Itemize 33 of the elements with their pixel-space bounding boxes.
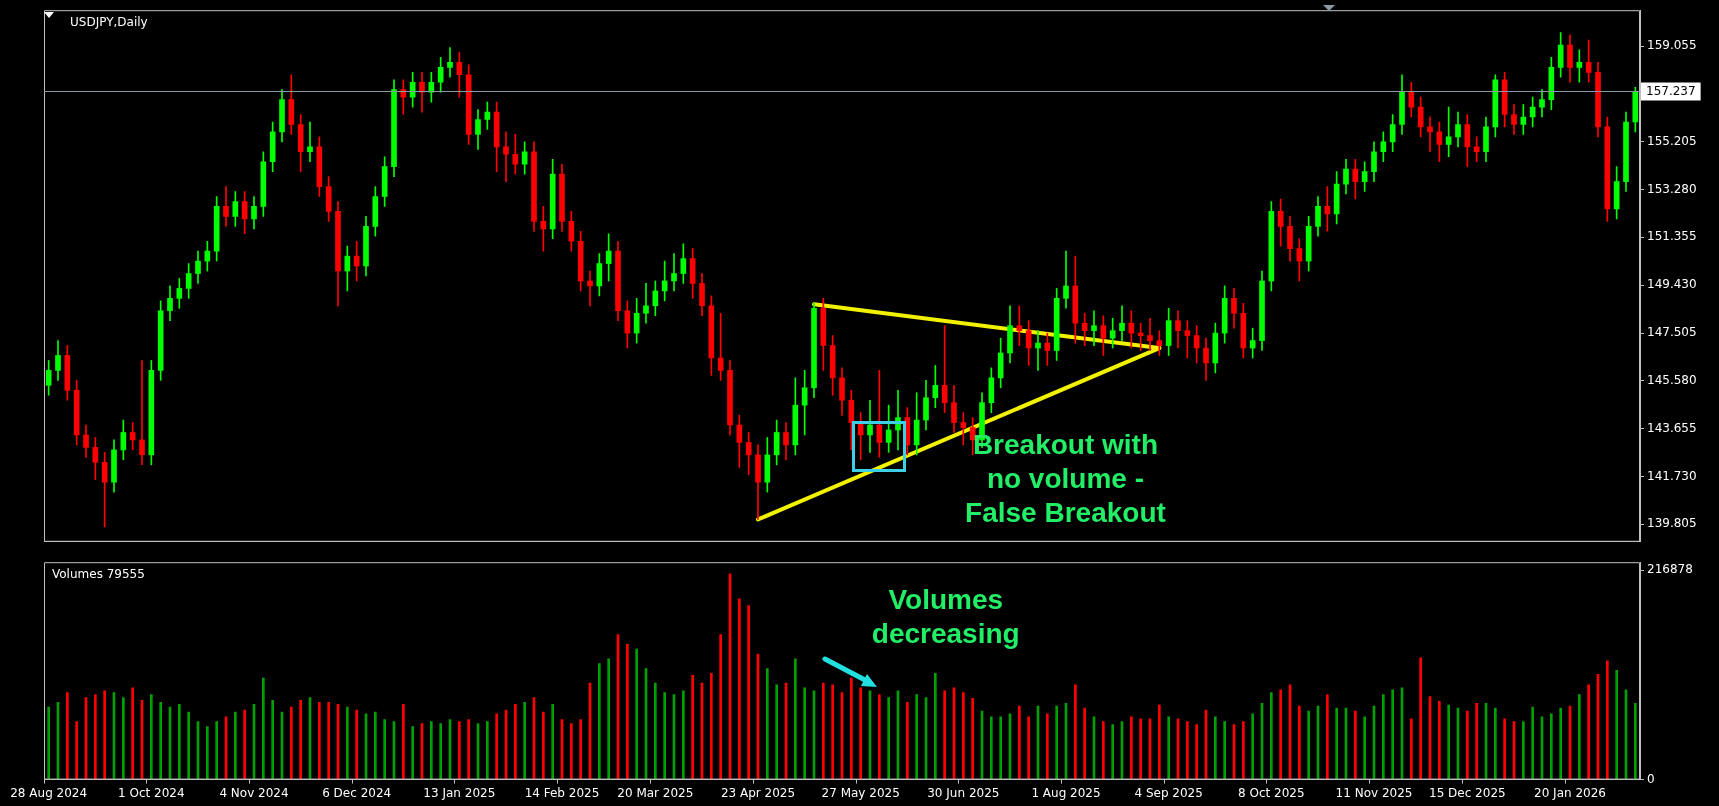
y-tick-label: 141.730 <box>1647 468 1697 483</box>
x-tick-label: 6 Dec 2024 <box>322 785 392 800</box>
x-tick-label: 8 Oct 2025 <box>1238 785 1305 800</box>
x-tick-label: 1 Aug 2025 <box>1031 785 1101 800</box>
x-tick-label: 13 Jan 2025 <box>423 785 496 800</box>
x-tick-label: 20 Mar 2025 <box>617 785 694 800</box>
x-tick-label: 14 Feb 2025 <box>524 785 600 800</box>
y-tick-label: 0 <box>1647 771 1655 786</box>
y-tick-label: 149.430 <box>1647 277 1697 292</box>
chart-title: Volumes 79555 <box>52 567 145 582</box>
x-tick-label: 28 Aug 2024 <box>10 785 88 800</box>
chart-title: USDJPY,Daily <box>70 15 148 30</box>
y-tick-label: 145.580 <box>1647 372 1697 387</box>
x-tick-label: 1 Oct 2024 <box>118 785 185 800</box>
y-tick-label: 159.055 <box>1647 38 1697 53</box>
annotation: Breakout with no volume - False Breakout <box>965 429 1166 529</box>
x-tick-label: 20 Jan 2026 <box>1534 785 1606 800</box>
ref-line-label: 157.237 <box>1646 83 1696 98</box>
x-tick-label: 11 Nov 2025 <box>1335 785 1413 800</box>
y-tick-label: 139.805 <box>1647 516 1697 531</box>
y-tick-label: 151.355 <box>1647 229 1697 244</box>
x-tick-label: 23 Apr 2025 <box>720 785 796 800</box>
y-tick-label: 216878 <box>1647 562 1693 577</box>
y-tick-label: 143.655 <box>1647 420 1697 435</box>
x-tick-label: 30 Jun 2025 <box>927 785 1000 800</box>
annotation: Volumes decreasing <box>871 584 1020 650</box>
y-tick-label: 153.280 <box>1647 181 1697 196</box>
x-tick-label: 27 May 2025 <box>821 785 900 800</box>
y-tick-label: 155.205 <box>1647 133 1697 148</box>
y-tick-label: 147.505 <box>1647 325 1697 340</box>
x-tick-label: 4 Sep 2025 <box>1134 785 1203 800</box>
x-tick-label: 15 Dec 2025 <box>1429 785 1506 800</box>
x-tick-label: 4 Nov 2024 <box>219 785 289 800</box>
